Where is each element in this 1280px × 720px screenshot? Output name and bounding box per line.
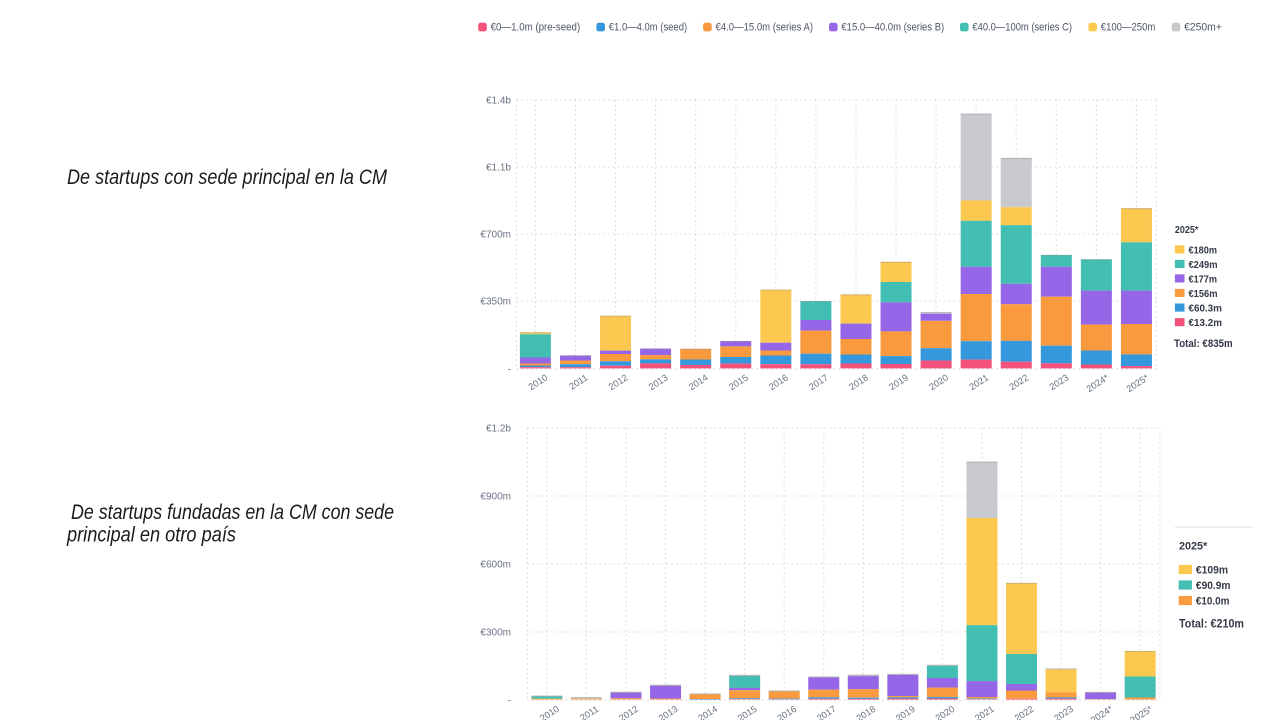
- svg-text:€40.0—100m (series C): €40.0—100m (series C): [972, 22, 1072, 34]
- svg-text:Total: €210m: Total: €210m: [1179, 619, 1244, 631]
- svg-text:Total: €835m: Total: €835m: [1174, 338, 1233, 350]
- svg-text:€90.9m: €90.9m: [1196, 580, 1231, 592]
- svg-text:€4.0—15.0m (series A): €4.0—15.0m (series A): [716, 22, 814, 34]
- svg-text:€250m+: €250m+: [1184, 22, 1222, 34]
- svg-text:€900m: €900m: [480, 492, 511, 503]
- svg-text:€1.1b: €1.1b: [486, 163, 511, 174]
- svg-text:€1.2b: €1.2b: [486, 424, 511, 435]
- svg-text:€600m: €600m: [480, 560, 511, 571]
- svg-text:€180m: €180m: [1189, 245, 1218, 257]
- svg-text:€350m: €350m: [480, 297, 511, 308]
- svg-text:€13.2m: €13.2m: [1189, 317, 1223, 329]
- svg-text:€60.3m: €60.3m: [1189, 303, 1222, 315]
- svg-text:€249m: €249m: [1189, 259, 1218, 271]
- svg-text:€156m: €156m: [1189, 288, 1218, 300]
- svg-text:€10.0m: €10.0m: [1196, 596, 1230, 608]
- svg-text:principal en otro país: principal en otro país: [66, 523, 236, 547]
- svg-text:De startups con sede principal: De startups con sede principal en la CM: [67, 165, 387, 189]
- svg-text:€1.0—4.0m (seed): €1.0—4.0m (seed): [609, 22, 688, 34]
- svg-text:€100—250m: €100—250m: [1101, 22, 1156, 34]
- svg-text:2025*: 2025*: [1175, 224, 1199, 236]
- svg-text:-: -: [508, 364, 511, 375]
- svg-text:€0—1.0m (pre-seed): €0—1.0m (pre-seed): [491, 22, 581, 34]
- svg-text:€15.0—40.0m (series B): €15.0—40.0m (series B): [841, 22, 944, 34]
- svg-text:€109m: €109m: [1196, 565, 1228, 577]
- svg-text:-: -: [508, 696, 511, 707]
- svg-text:€300m: €300m: [480, 628, 511, 639]
- svg-text:De startups fundadas en la CM: De startups fundadas en la CM con sede: [71, 500, 394, 524]
- svg-text:€700m: €700m: [480, 230, 511, 241]
- svg-text:€177m: €177m: [1189, 274, 1218, 286]
- svg-text:2025*: 2025*: [1179, 541, 1208, 553]
- svg-text:€1.4b: €1.4b: [486, 96, 511, 107]
